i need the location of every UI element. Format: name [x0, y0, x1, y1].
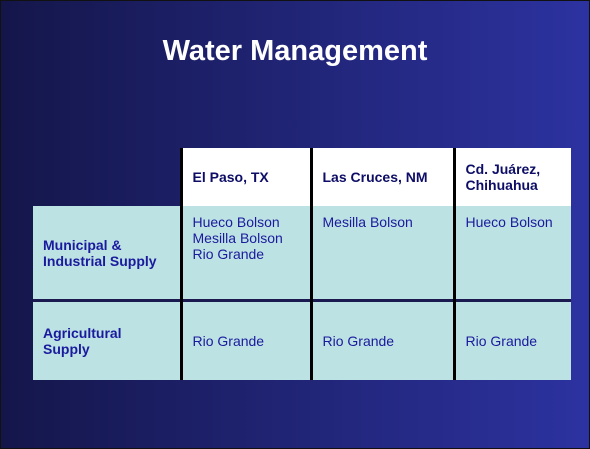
- table-cell: Hueco Bolson: [452, 206, 571, 301]
- table-cell: Rio Grande: [179, 299, 311, 380]
- cell-line: Mesilla Bolson: [322, 214, 413, 230]
- table-cell: Rio Grande: [452, 299, 571, 380]
- row-header: Agricultural Supply: [33, 299, 181, 380]
- table: El Paso, TX Las Cruces, NM Cd. Juárez, C…: [33, 148, 571, 380]
- table-row: Agricultural Supply Rio Grande Rio Grande R…: [33, 299, 571, 380]
- cell-line: Rio Grande: [465, 333, 538, 349]
- column-header: El Paso, TX: [179, 148, 311, 206]
- column-header: Cd. Juárez, Chihuahua: [452, 148, 571, 206]
- header-row: El Paso, TX Las Cruces, NM Cd. Juárez, C…: [33, 148, 571, 206]
- cell-line: Hueco Bolson: [192, 214, 280, 230]
- slide-title: Water Management: [162, 35, 428, 67]
- table-cell: Rio Grande: [309, 299, 454, 380]
- cell-line: Rio Grande: [192, 246, 265, 262]
- column-header: Las Cruces, NM: [309, 148, 454, 206]
- cell-line: Mesilla Bolson: [192, 230, 283, 246]
- corner-cell: [33, 148, 181, 206]
- cell-line: Rio Grande: [322, 333, 395, 349]
- table-cell: Mesilla Bolson: [309, 206, 454, 301]
- cell-line: Rio Grande: [192, 333, 265, 349]
- table-cell: Hueco Bolson Mesilla Bolson Rio Grande: [179, 206, 311, 301]
- row-header: Municipal & Industrial Supply: [33, 206, 181, 301]
- table-row: Municipal & Industrial Supply Hueco Bolso…: [33, 206, 571, 301]
- cell-line: Hueco Bolson: [465, 214, 553, 230]
